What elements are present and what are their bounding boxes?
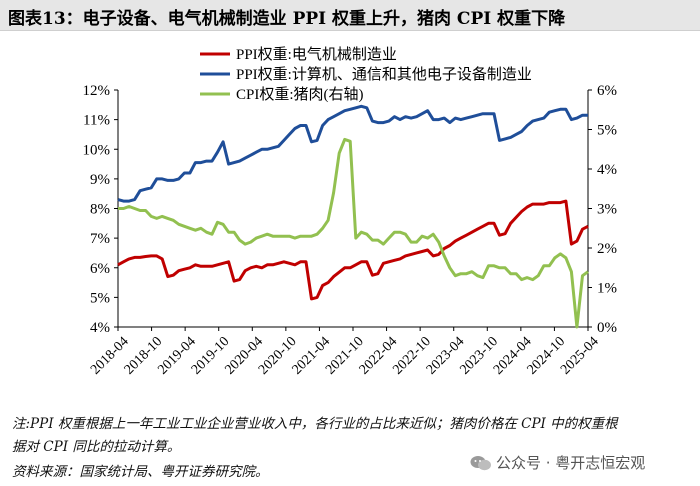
y-left-tick-label: 11% [83, 113, 110, 129]
y-left-tick-label: 8% [90, 202, 110, 218]
series-line-0 [117, 199, 589, 301]
y-left-tick-label: 9% [90, 172, 110, 188]
y-right-tick-label: 6% [597, 83, 617, 99]
watermark: 公众号 · 粤开志恒宏观 [470, 452, 645, 473]
y-right-tick-label: 5% [597, 123, 617, 139]
y-left-tick-label: 10% [83, 142, 111, 158]
watermark-text: 公众号 · 粤开志恒宏观 [496, 454, 646, 472]
series-line-2 [118, 137, 589, 329]
legend-label-2: CPI权重:猪肉(右轴) [236, 86, 364, 103]
note-line-1: 注:PPI 权重根据上一年工业工业企业营业收入中，各行业的占比来近似；猪肉价格在… [12, 416, 618, 432]
x-tick-label: 2025-04 [558, 334, 602, 378]
y-right-tick-label: 0% [597, 320, 617, 336]
y-right-tick-label: 3% [597, 202, 617, 218]
source-note: 资料来源：国家统计局、粤开证券研究院。 [12, 464, 269, 480]
y-left-tick-label: 5% [90, 290, 110, 306]
y-right-tick-label: 4% [597, 162, 617, 178]
y-left-tick-label: 6% [90, 261, 110, 277]
y-left-tick-label: 4% [90, 320, 110, 336]
y-right-tick-label: 2% [597, 241, 617, 257]
y-left-tick-label: 7% [90, 231, 110, 247]
y-right-tick-label: 1% [597, 281, 617, 297]
line-chart: 4%5%6%7%8%9%10%11%12%0%1%2%3%4%5%6%2018-… [83, 46, 618, 378]
note-line-2: 据对 CPI 同比的拉动计算。 [12, 439, 181, 455]
title-bar: 图表13：电子设备、电气机械制造业 PPI 权重上升，猪肉 CPI 权重下降 [0, 0, 700, 31]
page-title: 图表13：电子设备、电气机械制造业 PPI 权重上升，猪肉 CPI 权重下降 [8, 9, 566, 29]
series-line-1 [117, 104, 588, 203]
legend-label-1: PPI权重:计算机、通信和其他电子设备制造业 [236, 65, 532, 83]
wechat-icon [470, 456, 491, 471]
legend-label-0: PPI权重:电气机械制造业 [236, 46, 397, 63]
y-left-tick-label: 12% [83, 83, 111, 99]
